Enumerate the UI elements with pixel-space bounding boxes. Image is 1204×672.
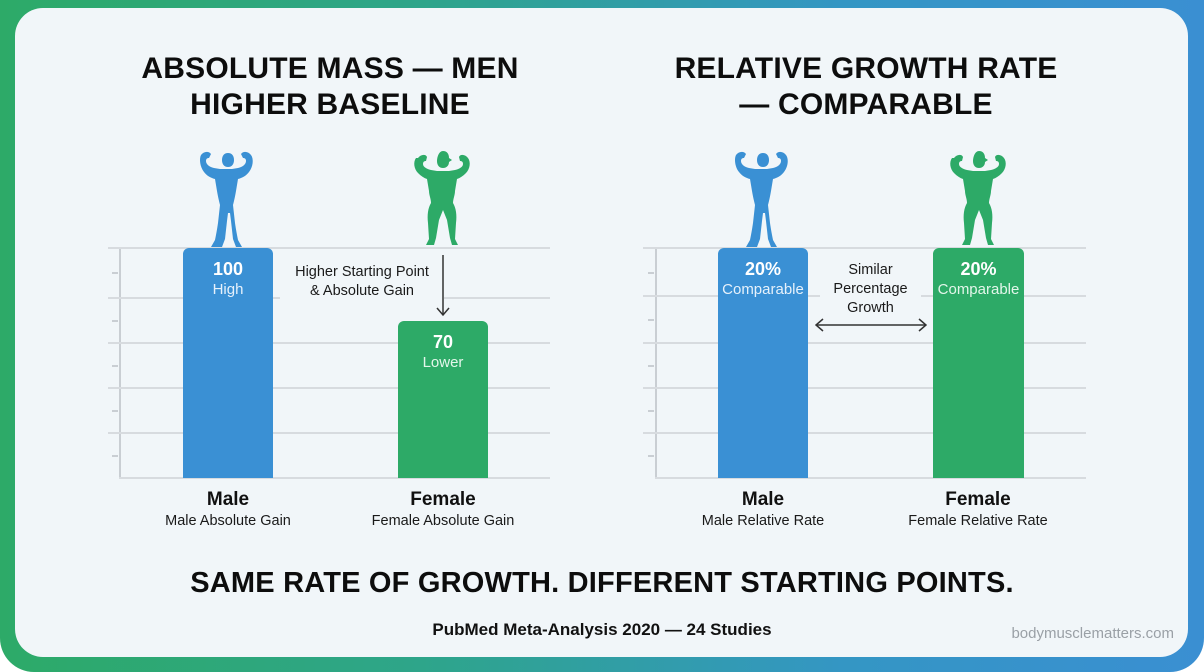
category-name: Male bbox=[206, 489, 250, 510]
category-description: Male Absolute Gain bbox=[165, 513, 291, 529]
left-annotation: Higher Starting Point & Absolute Gain bbox=[280, 263, 444, 301]
right-annotation: Similar Percentage Growth bbox=[820, 261, 921, 318]
left-y-axis bbox=[119, 247, 121, 479]
left-minor-tick bbox=[112, 455, 118, 457]
left-minor-tick bbox=[112, 320, 118, 322]
right-gridline bbox=[643, 387, 1086, 389]
female-bodybuilder-icon bbox=[414, 151, 470, 245]
right-chart-title: RELATIVE GROWTH RATE — COMPARABLE bbox=[616, 51, 1116, 123]
right-minor-tick bbox=[648, 319, 654, 321]
left-gridline bbox=[108, 432, 550, 434]
right-gridline bbox=[643, 247, 1086, 249]
down-arrow-icon bbox=[436, 255, 450, 317]
watermark: bodymusclematters.com bbox=[1011, 625, 1174, 642]
double-arrow-icon bbox=[815, 318, 927, 332]
annotation-line: Similar bbox=[848, 262, 893, 278]
male-category-label: Male Male Relative Rate bbox=[663, 489, 863, 531]
male-bodybuilder-icon bbox=[735, 151, 788, 247]
bar-sublabel: Comparable bbox=[937, 281, 1020, 298]
bar-value: 100 bbox=[212, 259, 244, 279]
category-name: Male bbox=[741, 489, 785, 510]
left-title-line2: HIGHER BASELINE bbox=[190, 88, 470, 121]
right-gridline bbox=[643, 432, 1086, 434]
right-y-axis bbox=[655, 247, 657, 479]
female-category-label: Female Female Absolute Gain bbox=[343, 489, 543, 531]
bar-value: 20% bbox=[960, 259, 997, 279]
bar-sublabel: High bbox=[212, 281, 244, 298]
right-minor-tick bbox=[648, 365, 654, 367]
left-gridline bbox=[108, 247, 550, 249]
right-gridline bbox=[643, 342, 1086, 344]
female-category-label: Female Female Relative Rate bbox=[878, 489, 1078, 531]
right-baseline bbox=[655, 477, 1086, 479]
male-absolute-bar: 100 High bbox=[183, 248, 273, 478]
category-description: Male Relative Rate bbox=[701, 513, 825, 529]
source-citation: PubMed Meta-Analysis 2020 — 24 Studies bbox=[432, 620, 772, 639]
left-baseline bbox=[119, 477, 550, 479]
right-minor-tick bbox=[648, 455, 654, 457]
annotation-line: Growth bbox=[847, 300, 894, 316]
right-title-line1: RELATIVE GROWTH RATE bbox=[674, 52, 1058, 85]
bar-sublabel: Comparable bbox=[722, 281, 804, 298]
right-title-line2: — COMPARABLE bbox=[739, 88, 993, 121]
headline: SAME RATE OF GROWTH. DIFFERENT STARTING … bbox=[190, 567, 1014, 599]
category-name: Female bbox=[945, 489, 1011, 510]
female-relative-bar: 20% Comparable bbox=[933, 248, 1024, 478]
annotation-line: Higher Starting Point bbox=[295, 264, 429, 280]
male-category-label: Male Male Absolute Gain bbox=[128, 489, 328, 531]
left-minor-tick bbox=[112, 272, 118, 274]
female-bodybuilder-icon bbox=[950, 151, 1006, 245]
right-minor-tick bbox=[648, 272, 654, 274]
left-gridline bbox=[108, 387, 550, 389]
bar-sublabel: Lower bbox=[422, 354, 464, 371]
annotation-line: & Absolute Gain bbox=[310, 283, 414, 299]
left-minor-tick bbox=[112, 410, 118, 412]
bar-value: 20% bbox=[744, 259, 782, 279]
left-title-line1: ABSOLUTE MASS — MEN bbox=[141, 52, 519, 85]
left-gridline bbox=[108, 342, 550, 344]
right-minor-tick bbox=[648, 410, 654, 412]
female-absolute-bar: 70 Lower bbox=[398, 321, 488, 478]
male-bodybuilder-icon bbox=[200, 151, 253, 247]
bar-value: 70 bbox=[432, 332, 454, 352]
category-name: Female bbox=[410, 489, 476, 510]
category-description: Female Relative Rate bbox=[908, 513, 1048, 529]
category-description: Female Absolute Gain bbox=[371, 513, 515, 529]
annotation-line: Percentage bbox=[833, 281, 908, 297]
left-chart-title: ABSOLUTE MASS — MEN HIGHER BASELINE bbox=[80, 51, 580, 123]
left-minor-tick bbox=[112, 365, 118, 367]
male-relative-bar: 20% Comparable bbox=[718, 248, 808, 478]
